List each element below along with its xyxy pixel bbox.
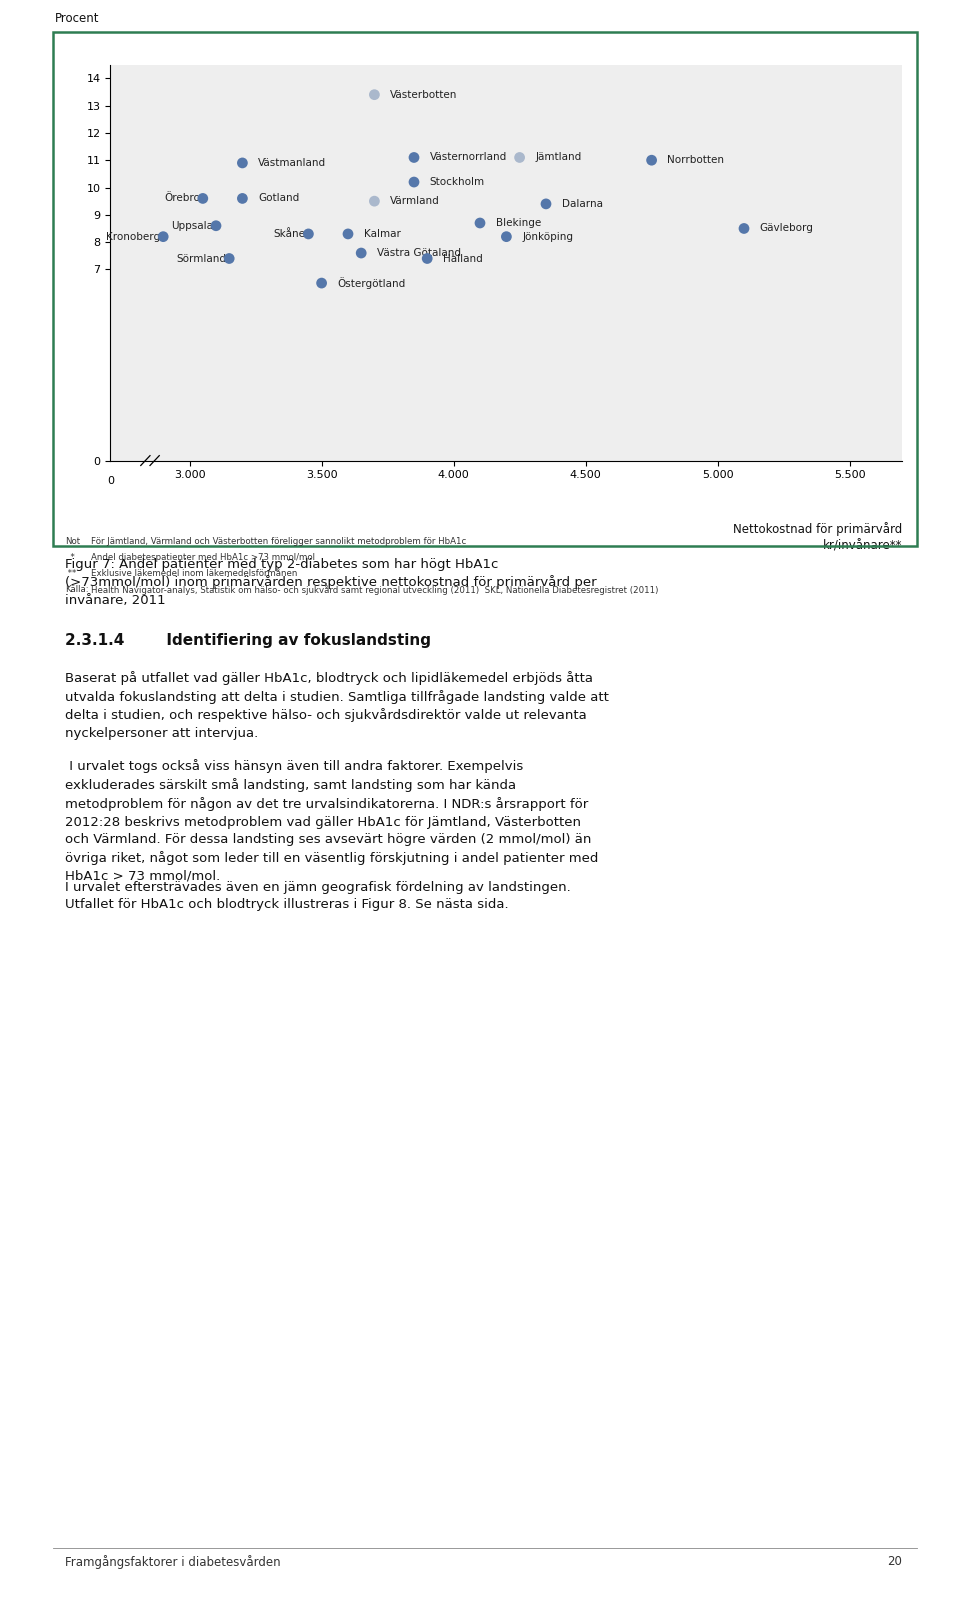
- Text: Nettokostnad för primärvård
kr/invånare**: Nettokostnad för primärvård kr/invånare*…: [733, 522, 902, 553]
- Point: [367, 82, 382, 108]
- Text: Jönköping: Jönköping: [522, 231, 573, 242]
- Text: Kronoberg: Kronoberg: [107, 231, 160, 242]
- Text: Framgångsfaktorer i diabetesvården: Framgångsfaktorer i diabetesvården: [65, 1555, 281, 1569]
- Text: Västmanland: Västmanland: [258, 158, 326, 168]
- Point: [472, 210, 488, 236]
- Text: Gotland: Gotland: [258, 194, 300, 204]
- Text: I urvalet togs också viss hänsyn även till andra faktorer. Exempelvis
exkluderad: I urvalet togs också viss hänsyn även ti…: [65, 760, 599, 882]
- Text: Stockholm: Stockholm: [430, 178, 485, 187]
- Point: [208, 213, 224, 239]
- Point: [406, 144, 421, 170]
- Text: Sörmland: Sörmland: [177, 254, 227, 263]
- Point: [353, 241, 369, 267]
- Point: [406, 170, 421, 196]
- Text: Baserat på utfallet vad gäller HbA1c, blodtryck och lipidläkemedel erbjöds åtta
: Baserat på utfallet vad gäller HbA1c, bl…: [65, 671, 610, 740]
- Point: [512, 144, 527, 170]
- Text: Kalmar: Kalmar: [364, 229, 400, 239]
- Text: Health Navigator-analys, Statistik om hälso- och sjukvård samt regional utveckli: Health Navigator-analys, Statistik om hä…: [91, 585, 659, 595]
- Point: [314, 270, 329, 296]
- Text: Västra Götaland: Västra Götaland: [377, 247, 461, 259]
- Text: Dalarna: Dalarna: [562, 199, 603, 208]
- Point: [222, 246, 237, 271]
- Text: Västernorrland: Västernorrland: [430, 152, 507, 163]
- Point: [234, 186, 250, 212]
- Text: Blekinge: Blekinge: [495, 218, 541, 228]
- Text: Östergötland: Östergötland: [337, 276, 406, 289]
- Text: Skåne: Skåne: [274, 229, 305, 239]
- Text: I urvalet eftersträvades även en jämn geografisk fördelning av landstingen.
Utfa: I urvalet eftersträvades även en jämn ge…: [65, 881, 571, 911]
- Text: 0: 0: [107, 475, 114, 485]
- Text: Exklusive läkemedel inom läkemedelsförmånen: Exklusive läkemedel inom läkemedelsförmå…: [91, 569, 298, 579]
- Text: Not: Not: [65, 537, 81, 546]
- Text: Västerbotten: Västerbotten: [390, 89, 458, 100]
- Point: [644, 147, 660, 173]
- Text: Procent: Procent: [55, 11, 100, 24]
- Point: [340, 221, 355, 247]
- Text: 2.3.1.4        Identifiering av fokuslandsting: 2.3.1.4 Identifiering av fokuslandsting: [65, 633, 431, 648]
- Text: *: *: [65, 553, 75, 562]
- Text: Uppsala: Uppsala: [171, 221, 213, 231]
- Point: [367, 187, 382, 213]
- Point: [420, 246, 435, 271]
- Text: Värmland: Värmland: [390, 196, 440, 207]
- Text: Norrbotten: Norrbotten: [667, 155, 725, 165]
- Text: Källa:: Källa:: [65, 585, 89, 595]
- Text: 20: 20: [888, 1555, 902, 1568]
- Text: Halland: Halland: [443, 254, 483, 263]
- Point: [195, 186, 210, 212]
- Point: [156, 223, 171, 249]
- Text: **: **: [65, 569, 77, 579]
- Text: Figur 7: Andel patienter med typ 2-diabetes som har högt HbA1c
(>73mmol/mol) ino: Figur 7: Andel patienter med typ 2-diabe…: [65, 558, 597, 608]
- Text: Gävleborg: Gävleborg: [759, 223, 814, 233]
- Point: [234, 150, 250, 176]
- Point: [300, 221, 316, 247]
- Text: Örebro: Örebro: [164, 194, 200, 204]
- Text: För Jämtland, Värmland och Västerbotten föreligger sannolikt metodproblem för Hb: För Jämtland, Värmland och Västerbotten …: [91, 537, 467, 546]
- Point: [539, 191, 554, 217]
- Text: Andel diabetespatienter med HbA1c >73 mmol/mol: Andel diabetespatienter med HbA1c >73 mm…: [91, 553, 315, 562]
- Point: [498, 223, 514, 249]
- Text: Jämtland: Jämtland: [536, 152, 582, 163]
- Point: [736, 215, 752, 241]
